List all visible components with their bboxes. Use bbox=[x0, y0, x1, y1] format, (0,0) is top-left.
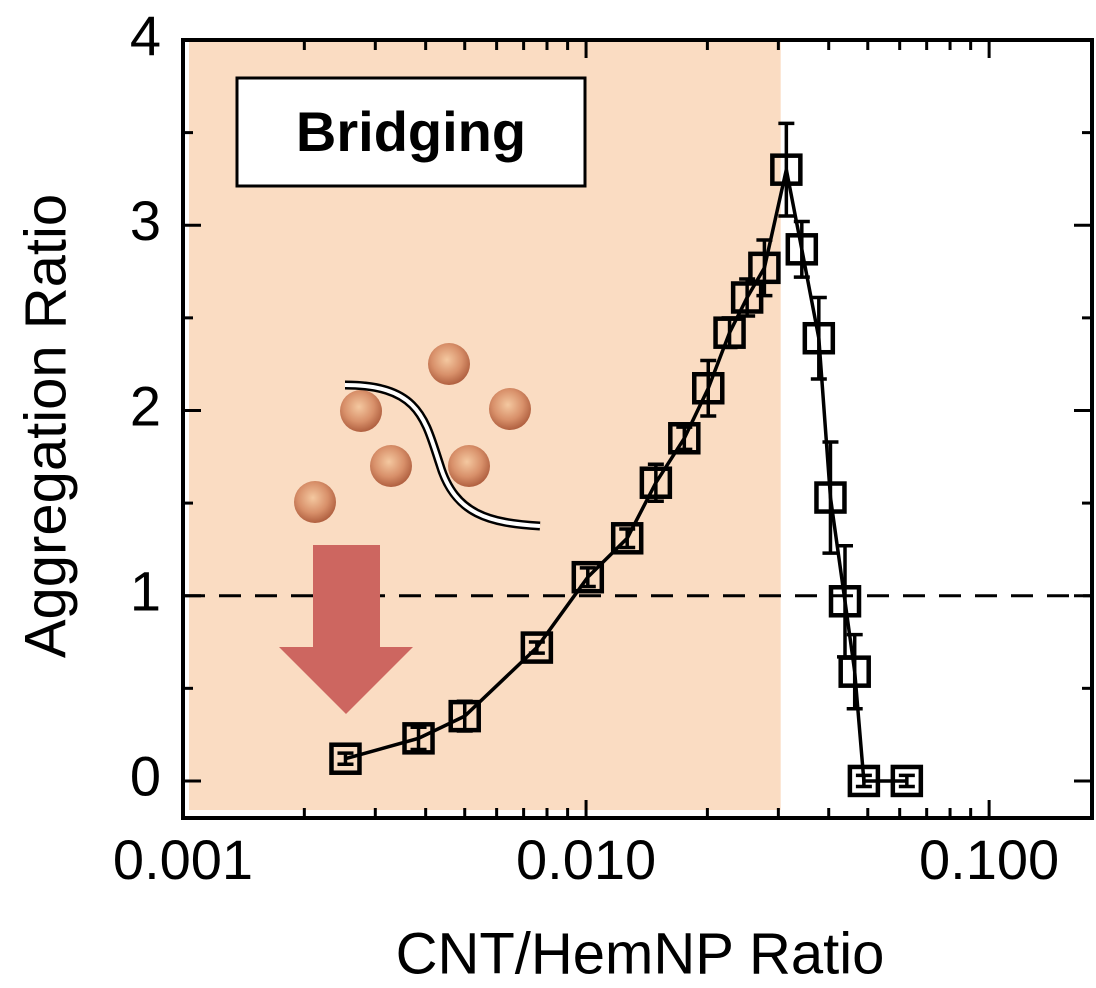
annotation: Bridging bbox=[296, 100, 526, 163]
marker bbox=[748, 251, 781, 285]
y-axis-label: Aggregation Ratio bbox=[13, 194, 78, 658]
series-line bbox=[345, 169, 907, 783]
x-axis-label: CNT/HemNP Ratio bbox=[396, 921, 885, 986]
marker bbox=[814, 481, 847, 514]
y-tick-label: 3 bbox=[130, 189, 161, 252]
illustration bbox=[279, 343, 541, 714]
marker bbox=[448, 699, 481, 733]
annotation-box bbox=[235, 76, 587, 188]
marker bbox=[571, 560, 605, 594]
x-tick-label: 0.001 bbox=[113, 828, 253, 891]
marker bbox=[785, 233, 819, 266]
marker bbox=[730, 281, 764, 314]
y-tick-label: 0 bbox=[130, 745, 161, 808]
marker bbox=[402, 722, 435, 755]
marker bbox=[713, 316, 746, 349]
y-tick-label: 1 bbox=[130, 560, 161, 623]
marker bbox=[692, 371, 725, 405]
marker bbox=[890, 764, 924, 798]
marker bbox=[802, 321, 836, 355]
marker bbox=[770, 153, 803, 186]
plot-frame bbox=[181, 38, 1094, 820]
marker bbox=[828, 585, 862, 618]
x-tick-label: 0.010 bbox=[516, 828, 656, 891]
marker bbox=[838, 655, 871, 688]
y-tick-label: 4 bbox=[130, 4, 161, 67]
marker bbox=[329, 742, 362, 775]
y-tick-label: 2 bbox=[130, 374, 161, 437]
marker bbox=[668, 422, 701, 455]
marker bbox=[639, 466, 673, 499]
marker bbox=[520, 631, 554, 664]
marker bbox=[610, 522, 644, 555]
marker bbox=[847, 764, 881, 798]
x-tick-label: 0.100 bbox=[919, 828, 1059, 891]
